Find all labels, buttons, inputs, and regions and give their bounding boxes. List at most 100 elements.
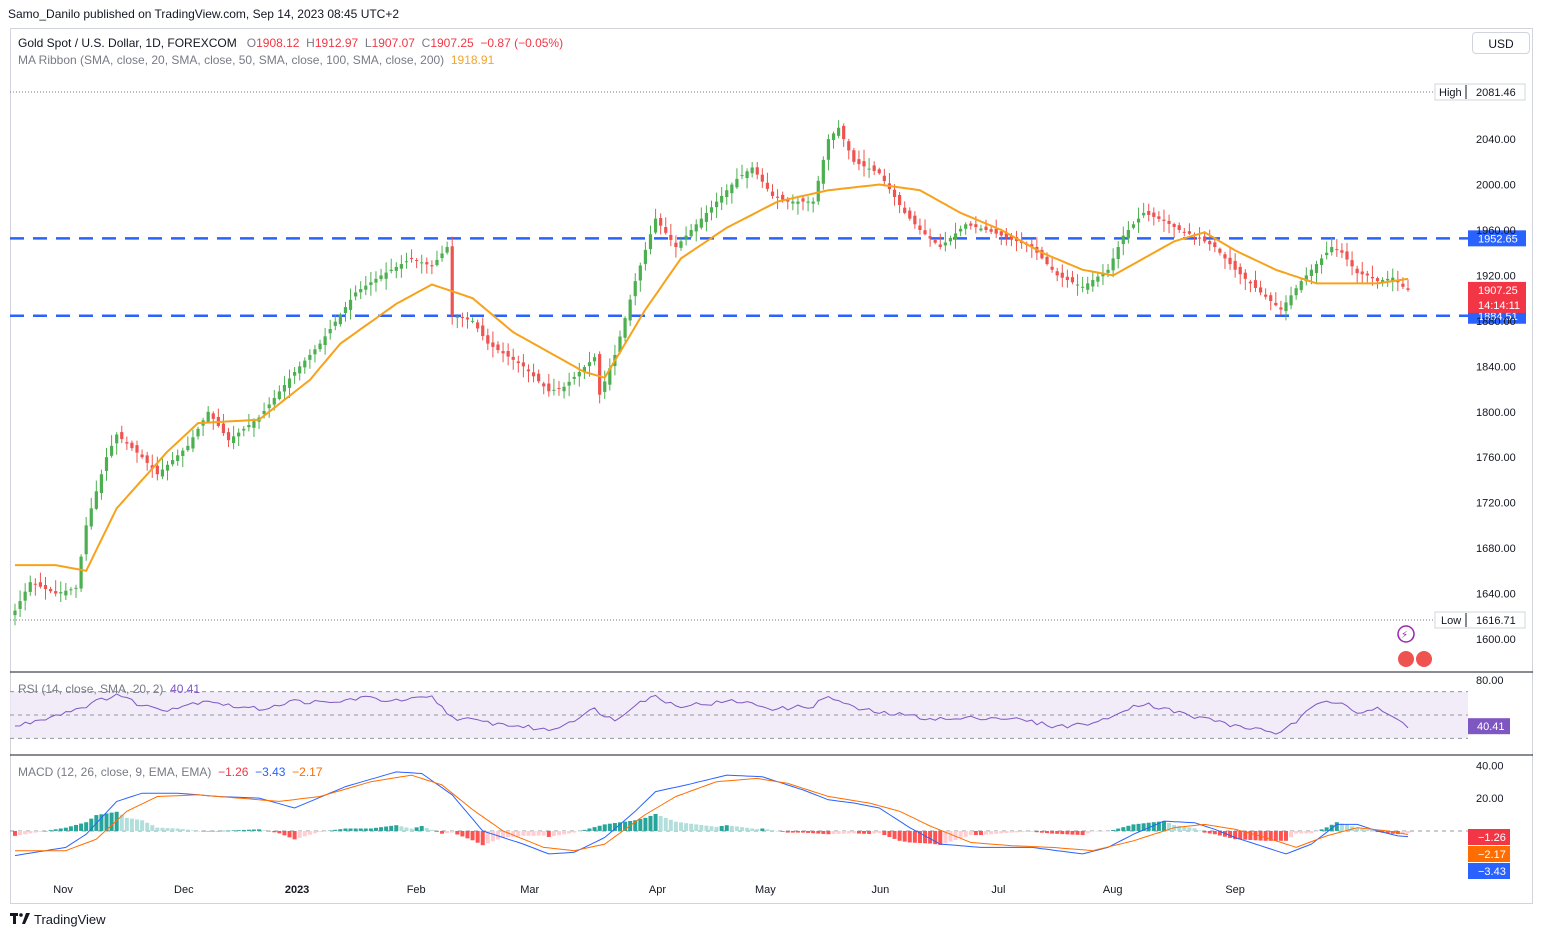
- macd-hist-bar: [1019, 830, 1024, 833]
- candle-body: [1380, 279, 1385, 283]
- macd-hist-bar: [18, 830, 23, 836]
- candle-body: [653, 218, 658, 233]
- candle-body: [1162, 219, 1166, 221]
- grid-layer: [10, 671, 1533, 756]
- macd-hist-bar: [709, 826, 714, 831]
- candle-body: [1223, 254, 1227, 259]
- macd-hist-bar: [1121, 827, 1126, 831]
- candle-body: [1121, 235, 1125, 245]
- candle-body: [572, 376, 576, 379]
- candle-body: [242, 428, 246, 431]
- low-label: L: [364, 36, 372, 50]
- macd-hist-bar: [740, 827, 745, 831]
- candle-body: [1172, 224, 1176, 227]
- macd-hist-bar: [836, 830, 841, 834]
- candle-body: [287, 378, 292, 388]
- macd-hist-bar: [68, 826, 73, 831]
- candle-body: [709, 207, 714, 213]
- close-label: C: [421, 36, 431, 50]
- macd-hist-bar: [302, 830, 307, 837]
- candle-body: [496, 344, 500, 351]
- macd-hist-bar: [257, 829, 262, 831]
- candle-body: [308, 354, 312, 360]
- macd-hist-bar: [1390, 830, 1395, 834]
- candle-body: [852, 150, 856, 162]
- currency-button[interactable]: USD: [1472, 32, 1530, 54]
- macd-hist-bar: [770, 830, 775, 831]
- candle-body: [1243, 272, 1247, 279]
- candle-body: [816, 180, 820, 202]
- high-value: 2081.46: [1476, 87, 1516, 99]
- macd-hist-bar: [989, 830, 994, 835]
- macd-hist-bar: [307, 830, 312, 835]
- macd-hist-bar: [84, 822, 89, 831]
- macd-hist-bar: [1212, 830, 1217, 835]
- macd-hist-bar: [1334, 822, 1339, 831]
- macd-hist-bar: [287, 830, 292, 838]
- macd-hist-bar: [262, 830, 267, 831]
- candle-body: [1106, 269, 1110, 273]
- macd-hist-bar: [1024, 830, 1029, 832]
- candle-body: [181, 450, 185, 456]
- macd-hist-bar: [1065, 830, 1070, 835]
- candle-body: [796, 201, 800, 204]
- rsi-last-label: 40.41: [1477, 721, 1505, 733]
- candle-body: [23, 591, 27, 601]
- x-tick-label: Jun: [871, 884, 889, 896]
- macd-hist-bar: [297, 830, 302, 838]
- macd-hist-bar: [150, 825, 155, 831]
- level-label: 1884.51: [1478, 311, 1518, 323]
- ma-line: [15, 183, 1409, 572]
- macd-hist-bar: [506, 830, 511, 838]
- macd-label: MACD (12, 26, close, 9, EMA, EMA): [18, 765, 212, 779]
- macd-hist-bar: [1045, 830, 1050, 834]
- candle-body: [582, 367, 587, 372]
- macd-hist-bar: [694, 824, 699, 831]
- macd-hist-bar: [226, 830, 231, 832]
- macd-hist-bar: [1141, 823, 1146, 831]
- macd-hist-bar: [821, 830, 826, 834]
- candle-body: [394, 266, 398, 271]
- macd-hist-bar: [501, 830, 506, 838]
- macd-hist-bar: [119, 814, 124, 831]
- candle-body: [1208, 241, 1212, 245]
- macd-hist-bar: [1319, 829, 1324, 831]
- candle-body: [48, 588, 53, 592]
- candle-body: [1258, 287, 1263, 293]
- footer-brand[interactable]: TradingView: [10, 912, 106, 927]
- macd-hist-bar: [1207, 830, 1212, 834]
- candle-body: [237, 432, 241, 437]
- candle-body: [999, 231, 1003, 236]
- candle-body: [831, 133, 836, 140]
- macd-hist-bar: [841, 830, 846, 834]
- countdown-label: 14:14:11: [1478, 300, 1520, 312]
- candle-body: [552, 389, 556, 391]
- macd-hist-bar: [424, 827, 429, 831]
- macd-hist-bar: [1055, 830, 1060, 834]
- candle-body: [872, 165, 876, 171]
- candle-body: [272, 397, 276, 405]
- macd-hist-bar: [277, 830, 282, 834]
- rsi-last-box: [1468, 718, 1510, 735]
- candle-body: [603, 381, 607, 392]
- candle-body: [303, 360, 307, 368]
- candle-body: [1218, 248, 1222, 253]
- macd-hist-bar: [1228, 830, 1233, 838]
- macd-hist-bar: [267, 830, 272, 832]
- candle-body: [1228, 257, 1232, 265]
- macd-hist-bar: [1289, 830, 1294, 838]
- candle-body: [1325, 252, 1329, 256]
- macd-hist-bar: [170, 828, 175, 831]
- macd-hist-bar: [984, 830, 989, 835]
- candle-body: [130, 442, 134, 449]
- candle-body: [1040, 249, 1044, 259]
- macd-hist-bar: [877, 830, 882, 834]
- macd-hist-bar: [104, 813, 109, 831]
- candle-body: [277, 391, 281, 399]
- macd-hist-bar: [1370, 830, 1375, 832]
- candle-body: [882, 175, 886, 182]
- macd-hist-bar: [780, 830, 785, 832]
- candle-body: [1081, 286, 1085, 288]
- us-flag-event-icon: [1416, 651, 1432, 667]
